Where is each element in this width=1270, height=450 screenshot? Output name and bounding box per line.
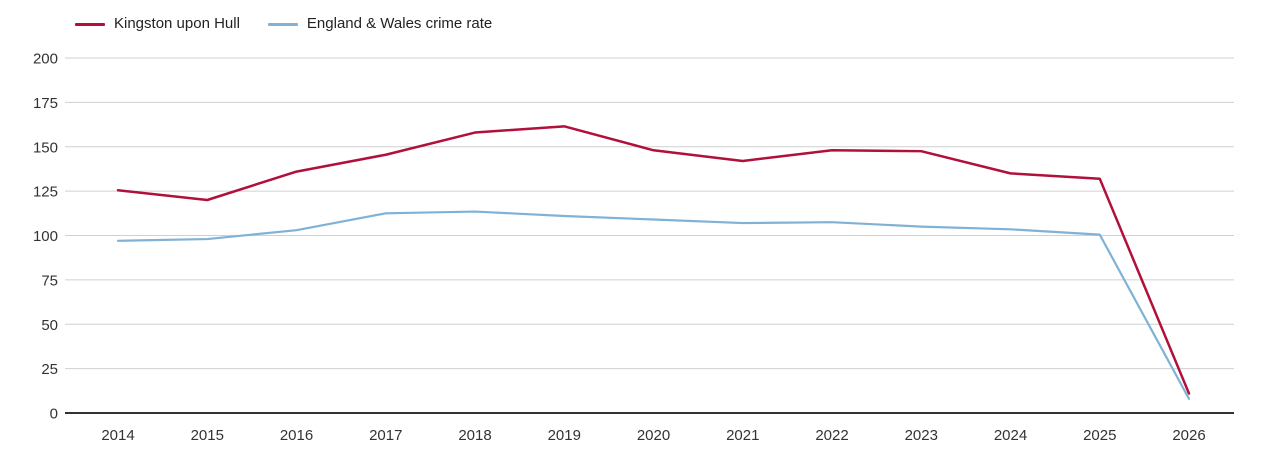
y-tick-label-50: 50 bbox=[41, 317, 58, 334]
x-tick-label-2024: 2024 bbox=[994, 427, 1027, 444]
legend-label-kingston-upon-hull: Kingston upon Hull bbox=[114, 15, 240, 32]
x-tick-label-2014: 2014 bbox=[101, 427, 134, 444]
x-tick-label-2016: 2016 bbox=[280, 427, 313, 444]
legend-swatch-england-wales-crime-rate bbox=[267, 22, 298, 26]
x-tick-label-2018: 2018 bbox=[458, 427, 491, 444]
x-tick-label-2020: 2020 bbox=[637, 427, 670, 444]
x-tick-label-2017: 2017 bbox=[369, 427, 402, 444]
legend-label-england-wales-crime-rate: England & Wales crime rate bbox=[306, 15, 493, 32]
y-tick-label-75: 75 bbox=[41, 272, 58, 289]
series-line-kingston-upon-hull bbox=[116, 125, 1191, 395]
legend-item-kingston-upon-hull[interactable]: Kingston upon Hull bbox=[75, 14, 240, 34]
chart-legend: Kingston upon Hull England & Wales crime… bbox=[75, 14, 492, 34]
legend-swatch-kingston-upon-hull bbox=[75, 22, 105, 26]
x-tick-label-2019: 2019 bbox=[548, 427, 581, 444]
y-tick-label-25: 25 bbox=[41, 361, 58, 378]
x-tick-label-2026: 2026 bbox=[1172, 427, 1205, 444]
y-tick-label-125: 125 bbox=[33, 184, 58, 201]
y-tick-label-0: 0 bbox=[50, 406, 58, 423]
y-tick-label-200: 200 bbox=[33, 51, 58, 68]
x-tick-label-2023: 2023 bbox=[905, 427, 938, 444]
y-tick-label-150: 150 bbox=[33, 139, 58, 156]
x-tick-label-2015: 2015 bbox=[191, 427, 224, 444]
x-tick-label-2022: 2022 bbox=[815, 427, 848, 444]
series-line-england-wales-crime-rate bbox=[116, 210, 1191, 400]
y-tick-label-100: 100 bbox=[33, 228, 58, 245]
x-tick-label-2025: 2025 bbox=[1083, 427, 1116, 444]
legend-item-england-wales-crime-rate[interactable]: England & Wales crime rate bbox=[267, 14, 493, 34]
y-tick-label-175: 175 bbox=[33, 95, 58, 112]
x-tick-label-2021: 2021 bbox=[726, 427, 759, 444]
